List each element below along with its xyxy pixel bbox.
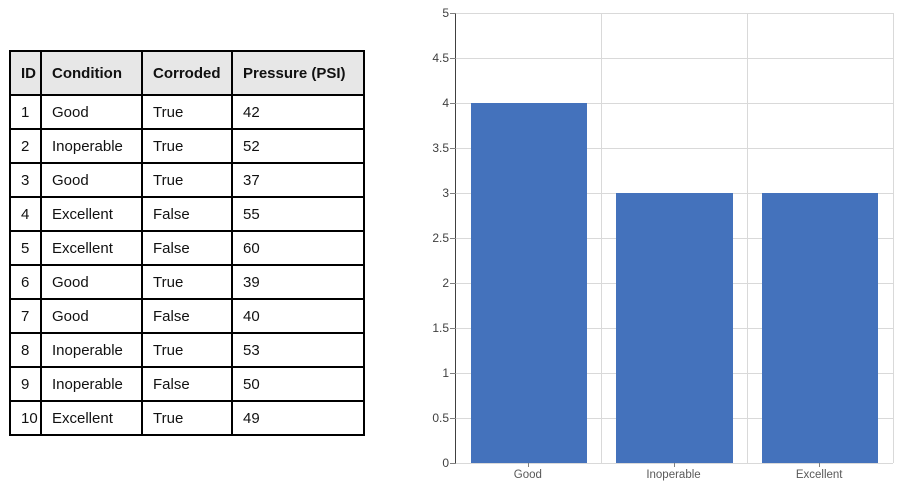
chart-bar-excellent — [761, 193, 879, 463]
y-tick-label: 0.5 — [432, 411, 449, 425]
y-tick-label: 4.5 — [432, 51, 449, 65]
pipe-data-table: ID Condition Corroded Pressure (PSI) 1 Good T… — [9, 50, 365, 436]
y-tick-label: 0 — [442, 456, 449, 470]
y-tick-mark — [450, 57, 456, 59]
table-body: 1 Good True 42 2 Inoperable True 52 3 Good True 37 4… — [9, 94, 365, 436]
table-row: 4 Excellent False 55 — [9, 196, 365, 232]
table-row: 8 Inoperable True 53 — [9, 332, 365, 368]
v-gridline — [892, 13, 894, 463]
table-header-row: ID Condition Corroded Pressure (PSI) — [9, 50, 365, 96]
table-cell: True — [141, 162, 233, 198]
table-cell: Excellent — [40, 196, 143, 232]
y-tick-mark — [450, 237, 456, 239]
y-tick-label: 4 — [442, 96, 449, 110]
table-cell: 39 — [231, 264, 365, 300]
table-cell: Inoperable — [40, 332, 143, 368]
table-cell: Excellent — [40, 400, 143, 436]
y-tick-mark — [450, 417, 456, 419]
table-cell: 60 — [231, 230, 365, 266]
y-tick-label: 1 — [442, 366, 449, 380]
h-gridline — [456, 147, 893, 149]
table-cell: True — [141, 264, 233, 300]
table-cell: 8 — [9, 332, 42, 368]
table-cell: False — [141, 366, 233, 402]
table-cell: True — [141, 94, 233, 130]
y-tick-label: 2.5 — [432, 231, 449, 245]
column-header: Corroded — [141, 50, 233, 96]
table-cell: True — [141, 128, 233, 164]
y-tick-mark — [450, 147, 456, 149]
table-cell: 7 — [9, 298, 42, 334]
h-gridline — [456, 57, 893, 59]
table-cell: 5 — [9, 230, 42, 266]
y-tick-mark — [450, 102, 456, 104]
x-category-label: Good — [513, 469, 542, 481]
h-gridline — [456, 462, 893, 464]
table-cell: 9 — [9, 366, 42, 402]
table-cell: Excellent — [40, 230, 143, 266]
x-category-label: Excellent — [795, 469, 843, 481]
column-header: Condition — [40, 50, 143, 96]
h-gridline — [456, 12, 893, 14]
table-cell: True — [141, 332, 233, 368]
table-cell: Inoperable — [40, 366, 143, 402]
table-row: 7 Good False 40 — [9, 298, 365, 334]
chart-bar-good — [470, 103, 588, 463]
table-cell: 10 — [9, 400, 42, 436]
table-cell: Good — [40, 264, 143, 300]
table-cell: 4 — [9, 196, 42, 232]
table-cell: Good — [40, 298, 143, 334]
y-tick-mark — [450, 372, 456, 374]
table-cell: Inoperable — [40, 128, 143, 164]
table-cell: False — [141, 230, 233, 266]
y-tick-label: 3 — [442, 186, 449, 200]
table-row: 2 Inoperable True 52 — [9, 128, 365, 164]
table-cell: 55 — [231, 196, 365, 232]
y-tick-label: 3.5 — [432, 141, 449, 155]
chart-bar-inoperable — [616, 193, 733, 463]
table-cell: 1 — [9, 94, 42, 130]
column-header: ID — [9, 50, 42, 96]
table-row: 1 Good True 42 — [9, 94, 365, 130]
table-cell: 6 — [9, 264, 42, 300]
table-row: 3 Good True 37 — [9, 162, 365, 198]
table-cell: 37 — [231, 162, 365, 198]
x-tick-mark — [673, 463, 675, 467]
table-cell: 2 — [9, 128, 42, 164]
table-cell: True — [141, 400, 233, 436]
y-tick-mark — [450, 282, 456, 284]
table-cell: Good — [40, 162, 143, 198]
table-cell: 52 — [231, 128, 365, 164]
table-cell: 42 — [231, 94, 365, 130]
v-gridline — [746, 13, 748, 463]
column-header: Pressure (PSI) — [231, 50, 365, 96]
table-row: 9 Inoperable False 50 — [9, 366, 365, 402]
y-tick-label: 5 — [442, 6, 449, 20]
table-cell: 53 — [231, 332, 365, 368]
table-cell: 3 — [9, 162, 42, 198]
y-tick-mark — [450, 192, 456, 194]
x-tick-mark — [527, 463, 529, 467]
bar-chart: 0 0.5 1 1.5 2 2.5 3 3.5 4 4.5 5 Good Inoperable Exce… — [420, 0, 904, 487]
h-gridline — [456, 102, 893, 104]
x-category-label: Inoperable — [646, 469, 701, 481]
y-tick-mark — [450, 462, 456, 464]
y-tick-label: 2 — [442, 276, 449, 290]
table-cell: Good — [40, 94, 143, 130]
chart-plot-area — [450, 12, 894, 464]
x-tick-mark — [819, 463, 821, 467]
table-row: 6 Good True 39 — [9, 264, 365, 300]
y-tick-mark — [450, 12, 456, 14]
table-row: 10 Excellent True 49 — [9, 400, 365, 436]
table-cell: 40 — [231, 298, 365, 334]
y-tick-mark — [450, 327, 456, 329]
y-axis-labels: 0 0.5 1 1.5 2 2.5 3 3.5 4 4.5 5 — [420, 6, 449, 470]
table-cell: False — [141, 298, 233, 334]
table-row: 5 Excellent False 60 — [9, 230, 365, 266]
table-cell: False — [141, 196, 233, 232]
table-cell: 49 — [231, 400, 365, 436]
y-tick-label: 1.5 — [432, 321, 449, 335]
table-cell: 50 — [231, 366, 365, 402]
v-gridline — [601, 13, 603, 463]
